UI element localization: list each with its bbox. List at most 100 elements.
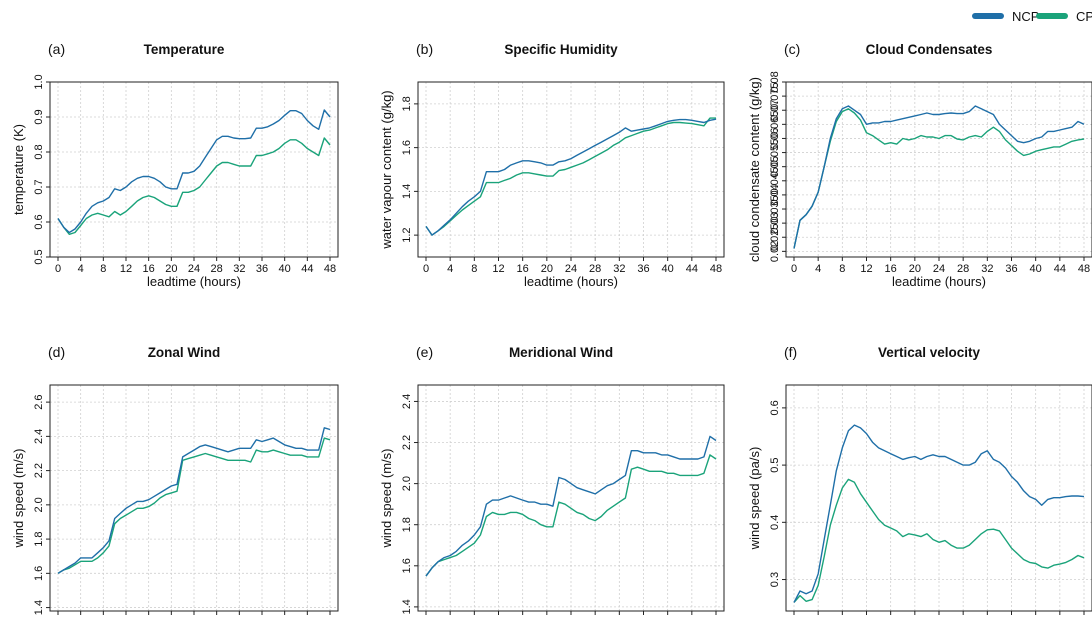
x-tick-label: 0 xyxy=(423,263,429,275)
panel-tag: (f) xyxy=(784,344,797,360)
y-tick-label: 0.075 xyxy=(769,82,781,110)
series-line-ncp xyxy=(425,435,717,577)
x-axis-label: leadtime (hours) xyxy=(524,274,618,289)
series-line-cp xyxy=(793,108,1085,249)
chart-panel-6: 048121620242832364044480.30.40.50.6leadt… xyxy=(747,344,1092,615)
panel-tag: (e) xyxy=(416,344,433,360)
x-tick-label: 20 xyxy=(165,263,177,275)
panel-tag: (d) xyxy=(48,344,65,360)
y-tick-label: 0.8 xyxy=(33,144,45,159)
panel-title: Cloud Condensates xyxy=(866,42,993,57)
x-axis-label: leadtime (hours) xyxy=(892,274,986,289)
x-tick-label: 16 xyxy=(517,263,529,275)
x-tick-label: 4 xyxy=(815,263,821,275)
y-tick-label: 0.025 xyxy=(769,223,781,251)
x-tick-label: 44 xyxy=(1054,263,1066,275)
series-line-ncp xyxy=(57,109,331,234)
y-tick-label: 2.2 xyxy=(401,435,413,450)
legend-label-ncp: NCP xyxy=(1012,8,1040,24)
y-tick-label: 1.0 xyxy=(33,74,45,89)
y-tick-label: 0.6 xyxy=(769,400,781,415)
series-line-ncp xyxy=(793,424,1085,603)
y-tick-label: 1.8 xyxy=(33,531,45,546)
y-tick-label: 0.07 xyxy=(769,100,781,121)
series-line-ncp xyxy=(425,118,717,236)
y-tick-label: 0.5 xyxy=(769,457,781,472)
x-tick-label: 32 xyxy=(233,263,245,275)
x-tick-label: 40 xyxy=(279,263,291,275)
y-tick-label: 0.065 xyxy=(769,111,781,139)
y-tick-label: 0.04 xyxy=(769,184,781,205)
x-tick-label: 28 xyxy=(211,263,223,275)
x-tick-label: 24 xyxy=(565,263,577,275)
y-tick-label: 0.05 xyxy=(769,156,781,177)
x-tick-label: 4 xyxy=(447,263,453,275)
panel-title: Specific Humidity xyxy=(504,42,618,57)
panel-title: Temperature xyxy=(144,42,225,57)
x-tick-label: 16 xyxy=(885,263,897,275)
x-tick-label: 32 xyxy=(613,263,625,275)
series-line-cp xyxy=(425,454,717,577)
y-axis-label: temperature (K) xyxy=(11,124,26,215)
x-tick-label: 44 xyxy=(301,263,313,275)
y-tick-label: 1.6 xyxy=(401,558,413,573)
x-tick-label: 20 xyxy=(909,263,921,275)
y-axis-label: water vapour content (g/kg) xyxy=(379,90,394,249)
x-tick-label: 28 xyxy=(957,263,969,275)
x-tick-label: 24 xyxy=(188,263,200,275)
y-tick-label: 1.6 xyxy=(33,566,45,581)
y-tick-label: 0.055 xyxy=(769,139,781,167)
y-tick-label: 1.8 xyxy=(401,517,413,532)
y-tick-label: 0.08 xyxy=(769,71,781,92)
panel-title: Vertical velocity xyxy=(878,345,981,360)
y-tick-label: 0.6 xyxy=(33,214,45,229)
y-tick-label: 1.4 xyxy=(401,599,413,614)
x-tick-label: 28 xyxy=(589,263,601,275)
panel-tag: (b) xyxy=(416,41,433,57)
legend-swatch-ncp xyxy=(972,13,1004,19)
y-tick-label: 2.4 xyxy=(401,394,413,409)
panel-title: Meridional Wind xyxy=(509,345,613,360)
x-tick-label: 40 xyxy=(662,263,674,275)
y-tick-label: 1.6 xyxy=(401,140,413,155)
chart-panel-5: 048121620242832364044481.41.61.82.02.22.… xyxy=(379,344,725,615)
series-line-ncp xyxy=(793,105,1085,249)
x-tick-label: 36 xyxy=(637,263,649,275)
x-tick-label: 36 xyxy=(1005,263,1017,275)
chart-panel-2: 0 4 8 12 16 20 24 28 32 36 40 44 481.21.41.61.8leadt… xyxy=(379,41,725,289)
chart-panel-3: 0 4 8 12 16 20 24 28 32 36 40 44 480.020.0250.030.03… xyxy=(747,41,1092,289)
x-axis-label: leadtime (hours) xyxy=(147,274,241,289)
x-tick-label: 8 xyxy=(839,263,845,275)
series-line-cp xyxy=(57,437,331,574)
legend-item-ncp: NCP xyxy=(972,6,1039,26)
x-tick-label: 48 xyxy=(324,263,336,275)
x-tick-label: 48 xyxy=(710,263,722,275)
y-axis-label: wind speed (pa/s) xyxy=(747,447,762,551)
series-line-ncp xyxy=(57,427,331,574)
panel-tag: (c) xyxy=(784,41,800,57)
y-tick-label: 2.2 xyxy=(33,463,45,478)
x-tick-label: 8 xyxy=(100,263,106,275)
y-tick-label: 1.4 xyxy=(33,600,45,615)
x-tick-label: 0 xyxy=(55,263,61,275)
x-tick-label: 4 xyxy=(78,263,84,275)
y-tick-label: 2.6 xyxy=(33,394,45,409)
y-tick-label: 0.9 xyxy=(33,109,45,124)
x-tick-label: 0 xyxy=(791,263,797,275)
y-tick-label: 2.4 xyxy=(33,429,45,444)
x-tick-label: 44 xyxy=(686,263,698,275)
x-tick-label: 12 xyxy=(120,263,132,275)
panel-title: Zonal Wind xyxy=(148,345,221,360)
legend-swatch-cp xyxy=(1036,13,1068,19)
y-tick-label: 2.0 xyxy=(401,476,413,491)
x-tick-label: 40 xyxy=(1030,263,1042,275)
x-tick-label: 16 xyxy=(143,263,155,275)
x-tick-label: 12 xyxy=(860,263,872,275)
series-line-cp xyxy=(425,117,716,236)
y-tick-label: 1.2 xyxy=(401,227,413,242)
legend-label-cp: CP xyxy=(1076,8,1092,24)
y-tick-label: 0.03 xyxy=(769,212,781,233)
x-tick-label: 32 xyxy=(981,263,993,275)
y-tick-label: 0.045 xyxy=(769,167,781,195)
